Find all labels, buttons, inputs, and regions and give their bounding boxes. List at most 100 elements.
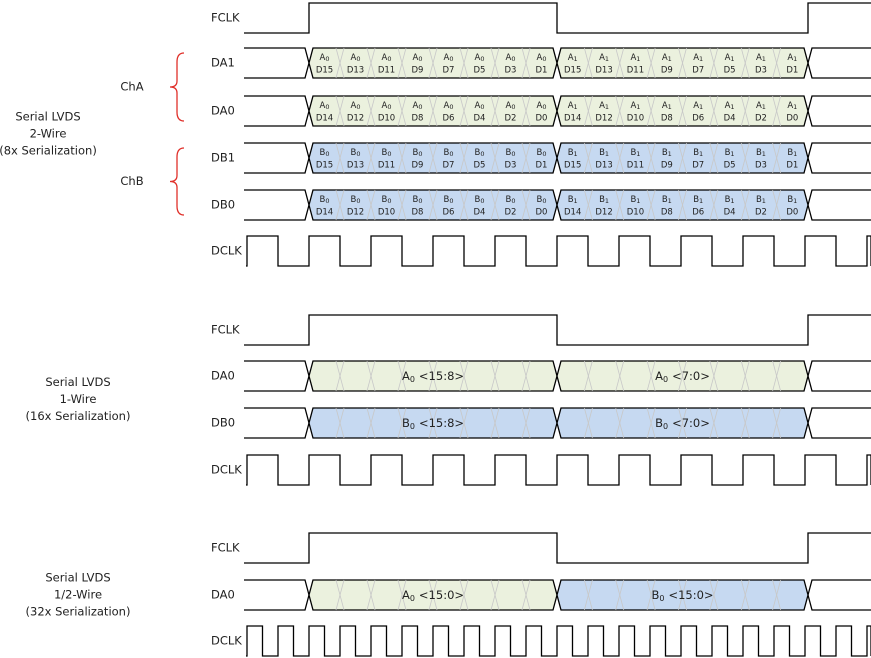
bit-crossing <box>646 47 656 79</box>
bit-crossing <box>459 407 469 439</box>
bus-idle <box>807 157 871 174</box>
bit-crossing <box>772 142 782 174</box>
cell-word: A1 <box>662 53 672 64</box>
word-letter: B <box>568 148 574 158</box>
word-letter: A <box>725 53 731 63</box>
word-index: 0 <box>511 150 515 158</box>
cell-word: A0 <box>413 53 423 64</box>
word-index: 0 <box>356 55 360 63</box>
cell-word: A0 <box>382 101 392 112</box>
bit-crossing <box>397 95 407 127</box>
word-index: 1 <box>793 197 797 205</box>
word-index: 0 <box>480 197 484 205</box>
bus-idle <box>244 407 310 424</box>
cell-word: A1 <box>630 101 640 112</box>
signal-name: DCLK <box>211 244 242 258</box>
bit-crossing <box>459 142 469 174</box>
bus-idle <box>807 142 871 159</box>
word-letter: B <box>351 195 357 205</box>
word-letter: B <box>599 148 605 158</box>
bus-idle <box>807 95 871 112</box>
bit-crossing <box>335 407 345 439</box>
cell-bit: D13 <box>595 66 612 76</box>
cell-word: A0 <box>351 101 361 112</box>
bit-crossing <box>335 189 345 221</box>
bit-crossing <box>335 95 345 127</box>
bit-crossing <box>521 360 531 392</box>
word-letter: B <box>444 195 450 205</box>
word-index: 0 <box>418 103 422 111</box>
cell-bit: D14 <box>316 208 333 218</box>
section-label: (32x Serialization) <box>26 605 131 619</box>
word-letter: A <box>537 53 543 63</box>
signal-name: FCLK <box>211 541 240 555</box>
bus-idle <box>244 142 310 159</box>
bus-idle <box>244 422 310 439</box>
word-index: 0 <box>449 197 453 205</box>
word-index: 1 <box>605 150 609 158</box>
word-index: 0 <box>449 55 453 63</box>
section-label: 2-Wire <box>30 127 67 141</box>
signal-name: DA0 <box>211 104 235 118</box>
bus-idle <box>244 375 310 392</box>
cell-word: B1 <box>725 148 735 159</box>
word-index: 0 <box>387 55 391 63</box>
bit-crossing <box>615 407 625 439</box>
word-index: 1 <box>636 150 640 158</box>
bit-crossing <box>772 579 782 611</box>
word-index: 0 <box>542 103 546 111</box>
word-letter: A <box>655 369 663 383</box>
bit-crossing <box>740 189 750 221</box>
word-index: 0 <box>325 197 329 205</box>
bus-idle <box>807 62 871 79</box>
word-index: 1 <box>762 197 766 205</box>
cell-bit: D2 <box>505 114 517 124</box>
word-index: 1 <box>636 197 640 205</box>
bit-crossing <box>366 142 376 174</box>
segment-word: B0 <15:8> <box>402 416 464 431</box>
word-index: 0 <box>542 55 546 63</box>
data-clock <box>246 454 871 486</box>
cell-bit: D6 <box>443 208 455 218</box>
cell-word: B1 <box>630 195 640 206</box>
bus-idle <box>807 407 871 424</box>
word-range: <15:0> <box>668 588 713 602</box>
cell-bit: D3 <box>505 66 517 76</box>
bit-crossing <box>772 47 782 79</box>
word-letter: A <box>630 101 636 111</box>
word-letter: B <box>662 148 668 158</box>
cell-bit: D13 <box>595 161 612 171</box>
segment-word: B0 <15:0> <box>651 588 713 603</box>
word-letter: B <box>756 148 762 158</box>
cell-word: A1 <box>568 53 578 64</box>
cell-word: A0 <box>351 53 361 64</box>
cell-word: A0 <box>444 53 454 64</box>
cell-word: B1 <box>756 148 766 159</box>
cell-bit: D15 <box>564 66 581 76</box>
cell-word: B0 <box>382 148 392 159</box>
cell-word: B0 <box>351 195 361 206</box>
cell-bit: D11 <box>627 66 644 76</box>
word-index: 0 <box>511 197 515 205</box>
cell-bit: D4 <box>474 114 486 124</box>
word-index: 1 <box>668 150 672 158</box>
bus-idle <box>807 579 871 596</box>
word-index: 1 <box>699 103 703 111</box>
cell-bit: D4 <box>724 114 736 124</box>
word-index: 1 <box>730 103 734 111</box>
word-range: <15:0> <box>419 588 464 602</box>
bus-idle <box>244 189 310 206</box>
bit-crossing <box>397 360 407 392</box>
word-index: 0 <box>449 103 453 111</box>
bus-idle <box>244 95 310 112</box>
segment-word: A0 <15:8> <box>402 369 464 384</box>
cell-bit: D0 <box>786 208 798 218</box>
word-index: 1 <box>699 150 703 158</box>
word-index: 1 <box>699 197 703 205</box>
word-index: 1 <box>668 55 672 63</box>
section-label: Serial LVDS <box>15 110 80 124</box>
cell-bit: D15 <box>564 161 581 171</box>
bit-crossing <box>490 579 500 611</box>
word-letter: A <box>662 101 668 111</box>
cell-word: A1 <box>725 101 735 112</box>
